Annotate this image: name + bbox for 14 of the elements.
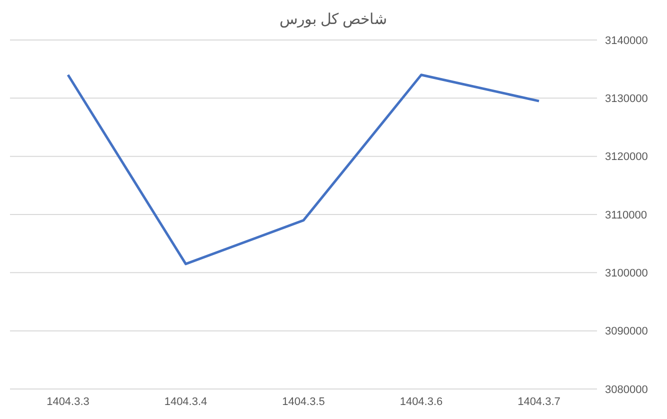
x-tick-label: 1404.3.5 (282, 396, 325, 408)
y-tick-label: 3110000 (605, 209, 648, 222)
y-tick-label: 3120000 (605, 151, 648, 164)
chart-title: شاخص کل بورس (278, 10, 389, 28)
y-tick-label: 3080000 (605, 384, 648, 396)
x-tick-label: 1404.3.3 (46, 396, 90, 408)
x-tick-label: 1404.3.6 (400, 396, 443, 408)
y-tick-label: 3140000 (605, 34, 648, 47)
line-series (66, 74, 540, 266)
x-tick-label: 1404.3.4 (164, 396, 208, 408)
y-tick-label: 3130000 (605, 93, 648, 106)
x-tick-label: 1404.3.7 (518, 396, 560, 408)
y-tick-label: 3100000 (605, 268, 648, 280)
y-tick-label: 3090000 (605, 326, 648, 338)
